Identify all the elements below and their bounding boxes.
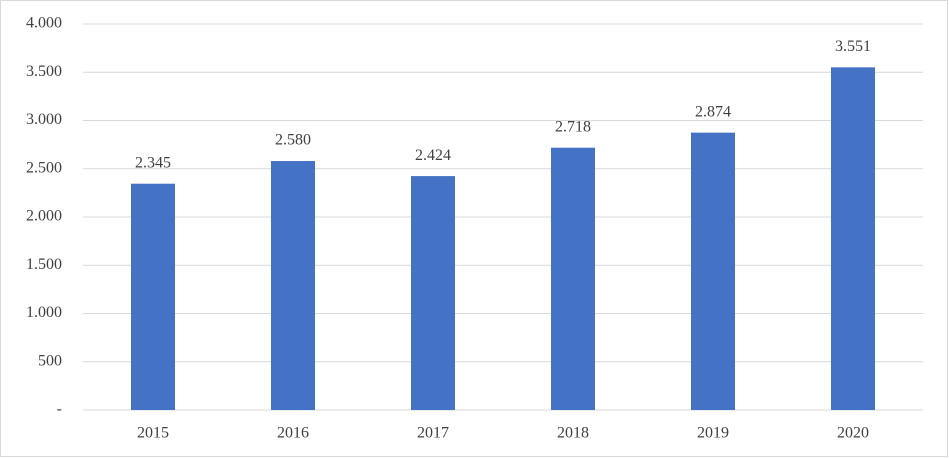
x-tick-label: 2017 xyxy=(417,425,449,442)
value-label: 2.345 xyxy=(135,154,171,171)
y-tick-label: 2.500 xyxy=(26,159,62,176)
y-tick-label: 500 xyxy=(38,352,62,369)
y-tick-label: 1.000 xyxy=(26,304,62,321)
bar xyxy=(551,147,595,410)
x-tick-label: 2019 xyxy=(697,425,729,442)
value-label: 2.718 xyxy=(555,118,591,135)
y-tick-label: 3.500 xyxy=(26,63,62,80)
x-tick-label: 2016 xyxy=(277,425,309,442)
x-tick-label: 2018 xyxy=(557,425,589,442)
x-tick-label: 2015 xyxy=(137,425,169,442)
bar xyxy=(831,67,875,411)
bar xyxy=(691,132,735,410)
value-label: 2.874 xyxy=(695,103,731,120)
bar xyxy=(411,176,455,410)
y-tick-label: - xyxy=(57,401,62,418)
value-label: 2.424 xyxy=(415,147,451,164)
y-tick-label: 3.000 xyxy=(26,111,62,128)
bar xyxy=(271,161,315,410)
x-tick-label: 2020 xyxy=(837,425,869,442)
value-label: 2.580 xyxy=(275,132,311,149)
value-label: 3.551 xyxy=(835,38,871,55)
y-tick-label: 2.000 xyxy=(26,208,62,225)
y-tick-label: 4.000 xyxy=(26,15,62,32)
y-tick-label: 1.500 xyxy=(26,256,62,273)
bar xyxy=(131,183,175,410)
